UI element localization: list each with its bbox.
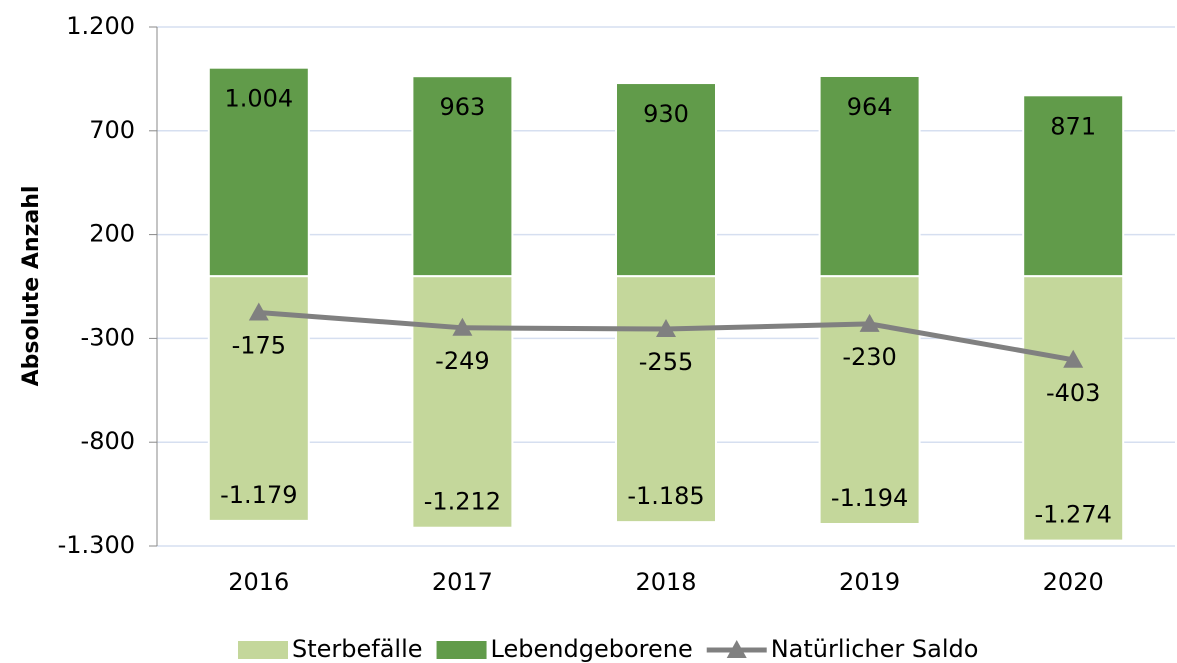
data-label: -175 [232,331,286,359]
data-label: -1.212 [424,488,501,516]
y-tick-label: 700 [89,116,135,144]
marker [1063,349,1084,368]
data-label: 1.004 [224,85,293,113]
data-label: -1.274 [1035,501,1112,529]
bar [411,275,514,529]
y-tick-label: -300 [81,323,135,351]
data-label: 964 [847,93,893,121]
data-label: 871 [1050,112,1096,140]
marker [452,317,473,336]
bar [1022,94,1125,278]
x-tick-label: 2017 [432,568,493,596]
legend-label: Lebendgeborene [491,635,693,663]
y-tick-label: -1.300 [58,531,135,559]
data-label: -1.194 [831,484,908,512]
data-label: -1.179 [220,481,297,509]
y-tick-label: -800 [81,427,135,455]
data-label: -403 [1046,379,1100,407]
y-tick-label: 200 [89,220,135,248]
x-tick-label: 2020 [1043,568,1104,596]
x-tick-label: 2018 [635,568,696,596]
y-tick-label: 1.200 [66,12,135,40]
bar [411,75,514,278]
bar [818,74,921,278]
legend-swatch [238,641,288,659]
bar [615,82,717,278]
data-label: -230 [842,343,896,371]
data-label: 963 [439,93,485,121]
legend-label: Natürlicher Saldo [771,635,979,663]
data-label: -255 [639,348,693,376]
bar [1022,275,1125,542]
bar [207,66,310,278]
bar [615,275,717,524]
legend-label: Sterbefälle [292,635,423,663]
data-label: 930 [643,100,689,128]
marker [248,302,269,321]
legend-swatch [436,641,487,659]
y-axis-label: Absolute Anzahl [19,186,44,387]
marker [859,313,880,332]
legend-marker [726,640,747,658]
data-label: -1.185 [627,482,704,510]
data-label: -249 [435,347,489,375]
x-tick-label: 2016 [228,568,289,596]
marker [656,319,676,338]
x-tick-label: 2019 [839,568,900,596]
